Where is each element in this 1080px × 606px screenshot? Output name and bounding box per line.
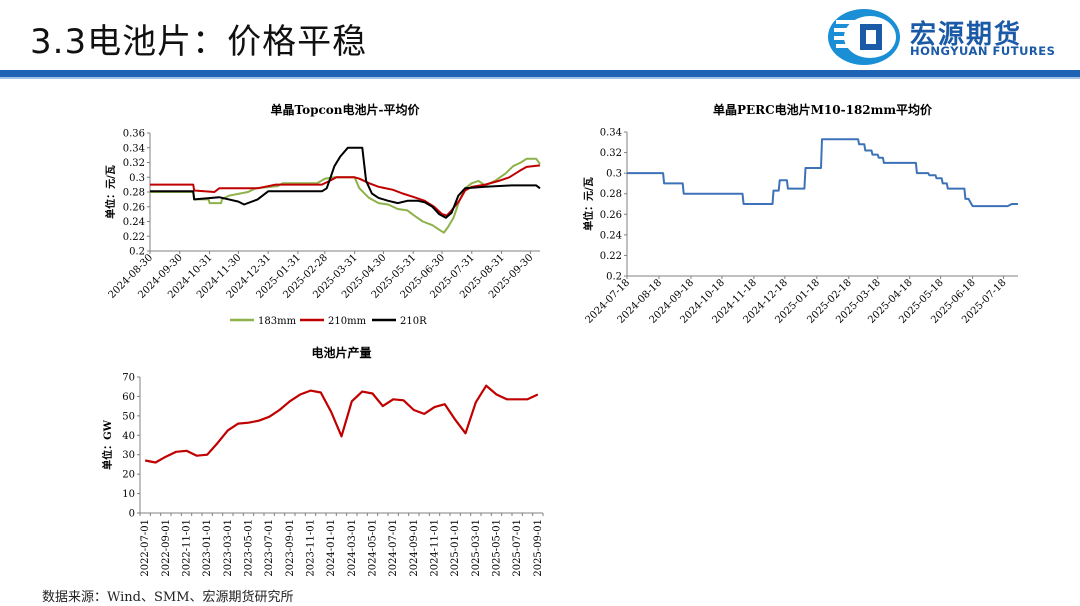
y-tick-label: 30 [122, 450, 135, 461]
series-line-output [144, 384, 539, 464]
y-tick-label: 40 [122, 431, 135, 442]
y-tick-label: 0.28 [600, 189, 622, 200]
y-tick-label: 0.22 [600, 251, 622, 262]
y-tick-label: 0.24 [123, 217, 145, 228]
y-axis-label: 单位：元/瓦 [582, 177, 595, 231]
y-tick-label: 0 [129, 509, 135, 520]
chart-title: 单晶PERC电池片M10-182mm平均价 [713, 102, 933, 117]
x-tick-label: 2022-09-01 [161, 519, 172, 577]
y-tick-label: 0.32 [600, 148, 622, 159]
y-tick-label: 0.22 [123, 232, 145, 243]
x-tick-label: 2025-03-01 [471, 519, 482, 577]
y-tick-label: 50 [122, 411, 135, 422]
y-axis-label: 单位：GW [101, 419, 114, 470]
chart-title: 电池片产量 [311, 345, 371, 360]
x-tick-label: 2024-11-01 [430, 519, 441, 577]
y-tick-label: 0.36 [123, 129, 145, 140]
y-tick-label: 0.24 [600, 230, 622, 241]
x-tick-label: 2025-09-01 [533, 519, 544, 577]
x-tick-label: 2025-07-01 [512, 519, 523, 577]
y-tick-label: 0.32 [123, 158, 145, 169]
logo-en-text: HONGYUAN FUTURES [910, 44, 1056, 58]
series-line-210mm [150, 164, 541, 217]
x-tick-label: 2024-03-01 [347, 519, 358, 577]
x-tick-label: 2024-05-01 [368, 519, 379, 577]
y-tick-label: 0.26 [123, 202, 145, 213]
y-tick-label: 60 [122, 392, 135, 403]
logo-cn-text: 宏源期货 [910, 20, 1023, 50]
logo-emblem-icon [828, 9, 900, 65]
x-tick-label: 2023-03-01 [223, 519, 234, 577]
x-tick-label: 2023-07-01 [264, 519, 275, 577]
y-tick-label: 10 [122, 489, 135, 500]
data-source-note: 数据来源：Wind、SMM、宏源期货研究所 [42, 590, 294, 605]
x-tick-label: 2023-09-01 [285, 519, 296, 577]
legend-label: 183mm [258, 316, 297, 327]
y-tick-label: 0.34 [123, 143, 145, 154]
chart-title: 单晶Topcon电池片-平均价 [271, 102, 421, 117]
x-tick-label: 2022-07-01 [140, 519, 151, 577]
x-tick-label: 2023-05-01 [244, 519, 255, 577]
company-logo: 宏源期货 HONGYUAN FUTURES [826, 6, 1076, 68]
y-axis-label: 单位：元/瓦 [104, 165, 117, 219]
legend-label: 210R [400, 316, 427, 327]
x-tick-label: 2023-01-01 [202, 519, 213, 577]
y-tick-label: 0.26 [600, 210, 622, 221]
series-line-price [627, 138, 1018, 208]
x-tick-label: 2024-01-01 [326, 519, 337, 577]
x-tick-label: 2025-05-01 [492, 519, 503, 577]
y-tick-label: 20 [122, 470, 135, 481]
x-tick-label: 2025-01-01 [450, 519, 461, 577]
y-tick-label: 0.28 [123, 188, 145, 199]
legend-label: 210mm [328, 316, 367, 327]
y-tick-label: 0.3 [606, 169, 622, 180]
x-tick-label: 2023-11-01 [306, 519, 317, 577]
y-tick-label: 0.2 [606, 272, 622, 283]
series-line-210R [150, 146, 541, 219]
y-tick-label: 0.3 [129, 173, 145, 184]
y-tick-label: 0.2 [129, 247, 145, 258]
x-tick-label: 2024-07-01 [388, 519, 399, 577]
series-line-183mm [150, 157, 541, 234]
y-tick-label: 0.34 [600, 128, 622, 139]
page-title: 3.3电池片：价格平稳 [30, 22, 368, 62]
x-tick-label: 2022-11-01 [182, 519, 193, 577]
header-divider [0, 70, 1080, 79]
x-tick-label: 2024-09-01 [409, 519, 420, 577]
y-tick-label: 70 [122, 373, 135, 384]
